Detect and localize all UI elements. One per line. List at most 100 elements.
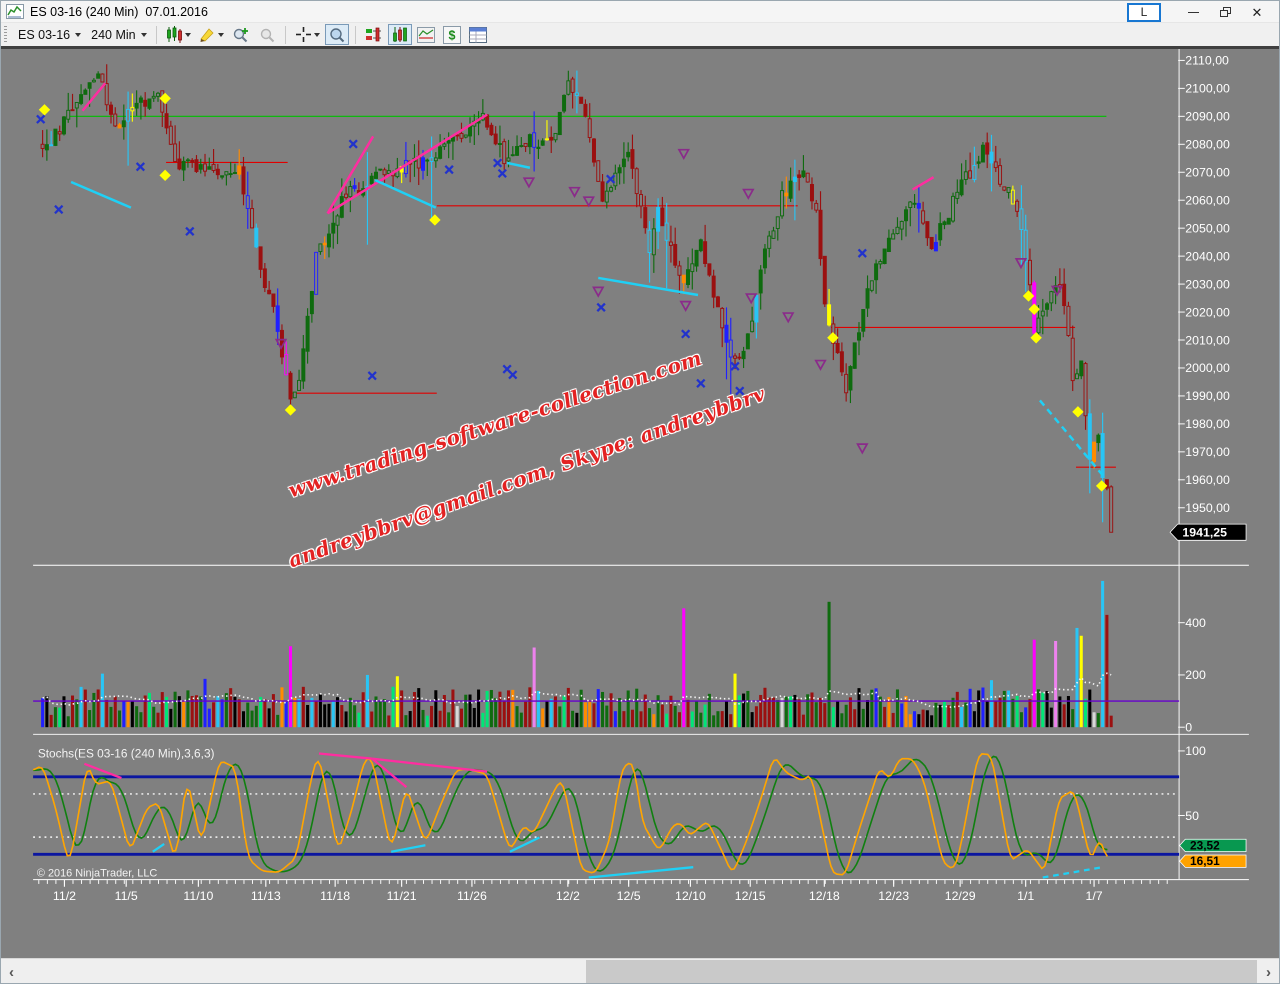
svg-text:11/13: 11/13 bbox=[251, 889, 281, 903]
svg-text:1980,00: 1980,00 bbox=[1185, 417, 1230, 431]
volume-bars-icon bbox=[392, 26, 407, 42]
svg-text:1990,00: 1990,00 bbox=[1185, 389, 1230, 403]
toolbar-separator bbox=[284, 25, 286, 44]
close-button[interactable]: ✕ bbox=[1241, 2, 1273, 22]
interval-label: 240 Min bbox=[91, 27, 136, 42]
svg-text:12/2: 12/2 bbox=[556, 889, 580, 903]
volume-axis[interactable]: 0 200 400 bbox=[1178, 616, 1206, 734]
price-badge: 1941,25 bbox=[1169, 523, 1247, 541]
candles-layer bbox=[40, 64, 1114, 533]
title-bar[interactable]: ES 03-16 (240 Min) 07.01.2016 L ✕ bbox=[1, 1, 1279, 23]
svg-text:16,51: 16,51 bbox=[1190, 854, 1220, 868]
svg-text:2040,00: 2040,00 bbox=[1185, 249, 1230, 263]
svg-text:11/10: 11/10 bbox=[183, 889, 213, 903]
svg-text:12/29: 12/29 bbox=[945, 889, 976, 903]
interval-selector[interactable]: 240 Min bbox=[86, 26, 149, 44]
svg-text:12/15: 12/15 bbox=[735, 889, 766, 903]
scroll-right-arrow[interactable]: › bbox=[1266, 963, 1271, 981]
pencil-icon bbox=[199, 28, 214, 42]
data-box-button[interactable] bbox=[324, 24, 349, 45]
svg-text:100: 100 bbox=[1185, 744, 1206, 758]
svg-text:1941,25: 1941,25 bbox=[1182, 526, 1227, 540]
account-data-button[interactable]: $ bbox=[440, 24, 464, 45]
svg-text:11/21: 11/21 bbox=[387, 889, 417, 903]
chevron-down-icon bbox=[217, 32, 224, 37]
svg-text:2110,00: 2110,00 bbox=[1185, 54, 1229, 68]
restore-button[interactable] bbox=[1209, 2, 1241, 22]
restore-icon bbox=[1219, 7, 1231, 17]
svg-text:11/26: 11/26 bbox=[457, 889, 487, 903]
magnifier-icon bbox=[329, 27, 344, 42]
zoom-out-button[interactable] bbox=[255, 24, 279, 45]
zoom-in-icon bbox=[233, 27, 248, 42]
toolbar-separator bbox=[354, 25, 356, 44]
svg-text:2000,00: 2000,00 bbox=[1185, 361, 1230, 375]
candlestick-style-icon bbox=[166, 26, 182, 43]
stochastic-axis[interactable]: 100 50 bbox=[1178, 744, 1206, 823]
svg-text:12/18: 12/18 bbox=[809, 889, 840, 903]
stochastic-badge: 23,52 bbox=[1179, 838, 1247, 852]
svg-text:0: 0 bbox=[1185, 720, 1192, 734]
window-title: ES 03-16 (240 Min) 07.01.2016 bbox=[30, 4, 208, 19]
panel-frame bbox=[33, 49, 1249, 881]
svg-text:$: $ bbox=[448, 28, 455, 42]
svg-text:2080,00: 2080,00 bbox=[1185, 138, 1230, 152]
svg-text:400: 400 bbox=[1185, 616, 1206, 630]
minimize-icon bbox=[1187, 11, 1199, 13]
svg-text:1950,00: 1950,00 bbox=[1185, 501, 1230, 515]
signal-markers bbox=[36, 92, 1108, 492]
chart-region-icon bbox=[416, 26, 435, 43]
svg-text:1/7: 1/7 bbox=[1086, 889, 1103, 903]
scroll-left-arrow[interactable]: ‹ bbox=[9, 963, 14, 981]
svg-text:2020,00: 2020,00 bbox=[1185, 305, 1230, 319]
horizontal-lines bbox=[66, 115, 1116, 468]
chart-style-button[interactable] bbox=[163, 24, 194, 45]
scrollbar-thumb[interactable] bbox=[586, 960, 1257, 983]
svg-text:2010,00: 2010,00 bbox=[1185, 333, 1230, 347]
volume-indicator-button[interactable] bbox=[387, 24, 412, 45]
svg-text:1970,00: 1970,00 bbox=[1185, 445, 1230, 459]
svg-text:2070,00: 2070,00 bbox=[1185, 166, 1230, 180]
data-grid-icon bbox=[468, 26, 487, 43]
svg-text:11/18: 11/18 bbox=[320, 889, 350, 903]
svg-text:11/2: 11/2 bbox=[53, 889, 76, 903]
instrument-label: ES 03-16 bbox=[18, 27, 71, 42]
link-button[interactable]: L bbox=[1127, 2, 1161, 22]
svg-text:1960,00: 1960,00 bbox=[1185, 473, 1230, 487]
svg-text:50: 50 bbox=[1185, 809, 1199, 823]
time-axis[interactable]: 11/2 11/5 11/10 11/13 11/18 11/21 11/26 12/2 12/… bbox=[38, 880, 1168, 903]
crosshair-button[interactable] bbox=[292, 24, 323, 45]
crosshair-icon bbox=[295, 27, 311, 42]
horizontal-scrollbar[interactable]: ‹ › bbox=[1, 958, 1279, 983]
toolbar-grip[interactable] bbox=[4, 26, 7, 43]
svg-text:2050,00: 2050,00 bbox=[1185, 221, 1230, 235]
chart-area[interactable]: 2110,00 2100,00 2090,00 2080,00 2070,00 2060,… bbox=[1, 49, 1280, 958]
svg-text:12/5: 12/5 bbox=[617, 889, 641, 903]
svg-text:2060,00: 2060,00 bbox=[1185, 193, 1230, 207]
chart-app-icon bbox=[6, 4, 24, 19]
chart-toolbar: ES 03-16 240 Min bbox=[1, 23, 1279, 46]
trendlines bbox=[70, 82, 1106, 479]
data-grid-button[interactable] bbox=[466, 24, 490, 45]
chevron-down-icon bbox=[140, 32, 147, 37]
chevron-down-icon bbox=[313, 32, 320, 37]
dollar-icon: $ bbox=[442, 25, 461, 44]
drawing-tools-button[interactable] bbox=[196, 24, 227, 45]
svg-text:2100,00: 2100,00 bbox=[1185, 82, 1230, 96]
chevron-down-icon bbox=[75, 32, 82, 37]
minimize-button[interactable] bbox=[1177, 2, 1209, 22]
chart-region-button[interactable] bbox=[414, 24, 438, 45]
price-chart[interactable]: 2110,00 2100,00 2090,00 2080,00 2070,00 2060,… bbox=[1, 49, 1280, 958]
close-icon: ✕ bbox=[1251, 4, 1263, 20]
stochastic-badge: 16,51 bbox=[1179, 854, 1247, 868]
instrument-selector[interactable]: ES 03-16 bbox=[13, 26, 84, 44]
zoom-out-icon bbox=[260, 28, 274, 42]
chart-trader-button[interactable] bbox=[362, 24, 386, 45]
svg-text:12/23: 12/23 bbox=[878, 889, 909, 903]
price-axis[interactable]: 2110,00 2100,00 2090,00 2080,00 2070,00 2060,… bbox=[1178, 54, 1230, 515]
volume-bars-layer bbox=[41, 580, 1113, 728]
svg-text:11/5: 11/5 bbox=[115, 889, 138, 903]
svg-text:200: 200 bbox=[1185, 668, 1206, 682]
zoom-in-button[interactable] bbox=[229, 24, 253, 45]
